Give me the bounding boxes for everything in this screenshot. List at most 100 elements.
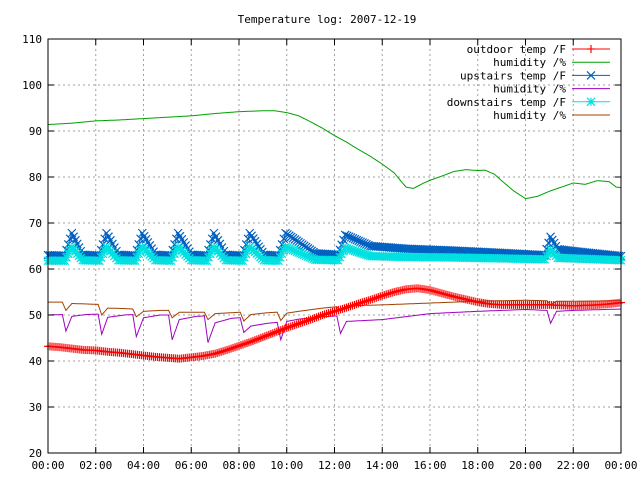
data-point <box>384 289 393 298</box>
x-tick-label: 16:00 <box>413 459 446 472</box>
data-point <box>274 326 283 335</box>
data-point <box>342 303 351 312</box>
x-tick-label: 22:00 <box>557 459 590 472</box>
x-tick-label: 04:00 <box>127 459 160 472</box>
data-point <box>388 288 397 297</box>
data-point <box>304 316 313 325</box>
data-point <box>334 306 343 315</box>
x-tick-label: 10:00 <box>270 459 303 472</box>
data-point <box>268 329 277 338</box>
data-point <box>282 323 291 332</box>
series-layer <box>43 110 626 363</box>
data-point <box>326 308 335 317</box>
data-point <box>344 302 353 311</box>
y-tick-label: 80 <box>29 171 42 184</box>
data-point <box>330 307 339 316</box>
legend-label: outdoor temp /F <box>467 43 566 56</box>
y-tick-label: 20 <box>29 447 42 460</box>
legend-marker <box>586 97 596 107</box>
data-point <box>318 311 327 319</box>
data-point <box>290 321 299 330</box>
data-point <box>223 345 232 354</box>
series-markers <box>43 242 626 266</box>
y-tick-label: 30 <box>29 401 42 414</box>
data-point <box>296 319 305 328</box>
data-point <box>324 309 333 318</box>
data-point <box>312 313 321 322</box>
x-tick-label: 06:00 <box>175 459 208 472</box>
data-point <box>221 346 230 355</box>
y-tick-label: 70 <box>29 217 42 230</box>
data-point <box>260 332 269 341</box>
data-point <box>248 234 258 243</box>
legend-label: humidity /% <box>493 109 566 122</box>
x-tick-label: 12:00 <box>318 459 351 472</box>
data-point <box>320 310 329 319</box>
data-point <box>306 315 315 324</box>
data-point <box>248 336 257 345</box>
x-tick-label: 18:00 <box>461 459 494 472</box>
data-point <box>244 338 253 347</box>
data-point <box>280 324 289 333</box>
y-tick-label: 110 <box>22 33 42 46</box>
data-point <box>356 298 365 307</box>
data-point <box>360 297 369 306</box>
legend-marker <box>587 45 595 53</box>
data-point <box>374 293 383 302</box>
data-point <box>350 300 359 309</box>
data-point <box>233 342 242 351</box>
data-point <box>364 296 373 305</box>
legend-label: downstairs temp /F <box>447 96 566 109</box>
series-line <box>48 299 621 322</box>
data-point <box>340 304 349 313</box>
y-tick-label: 100 <box>22 79 42 92</box>
data-point <box>368 295 377 304</box>
data-point <box>338 304 347 313</box>
data-point <box>328 307 337 316</box>
x-tick-label: 08:00 <box>222 459 255 472</box>
data-point <box>258 333 267 342</box>
data-point <box>229 343 238 352</box>
series-line <box>48 308 621 343</box>
data-point <box>266 330 275 339</box>
x-tick-label: 00:00 <box>604 459 637 472</box>
data-point <box>225 345 234 354</box>
data-point <box>386 289 395 298</box>
data-point <box>314 312 323 321</box>
data-point <box>352 300 361 309</box>
data-point <box>235 341 243 350</box>
x-tick-label: 00:00 <box>31 459 64 472</box>
data-point <box>264 330 273 339</box>
data-point <box>322 309 331 318</box>
data-point <box>308 314 317 323</box>
data-point <box>262 331 271 340</box>
x-tick-label: 14:00 <box>366 459 399 472</box>
data-point <box>211 349 220 358</box>
data-point <box>245 228 255 238</box>
legend-marker <box>586 70 596 80</box>
data-point <box>332 306 341 315</box>
series-1 <box>44 284 625 363</box>
data-point <box>286 322 295 331</box>
series-2 <box>47 110 622 200</box>
series-4 <box>48 308 621 343</box>
series-markers <box>44 284 625 363</box>
data-point <box>254 334 263 343</box>
data-point <box>219 347 228 356</box>
data-point <box>378 291 387 300</box>
x-tick-label: 02:00 <box>79 459 112 472</box>
data-point <box>294 319 303 328</box>
data-point <box>250 336 259 345</box>
legend-label: humidity /% <box>493 56 566 69</box>
legend-label: humidity /% <box>493 83 566 96</box>
data-point <box>242 339 251 348</box>
data-point <box>358 298 367 307</box>
data-point <box>333 255 343 265</box>
data-point <box>246 337 255 346</box>
data-point <box>292 320 301 329</box>
data-point <box>278 325 287 334</box>
data-point <box>316 311 325 320</box>
data-point <box>231 343 240 352</box>
data-point <box>372 293 381 302</box>
